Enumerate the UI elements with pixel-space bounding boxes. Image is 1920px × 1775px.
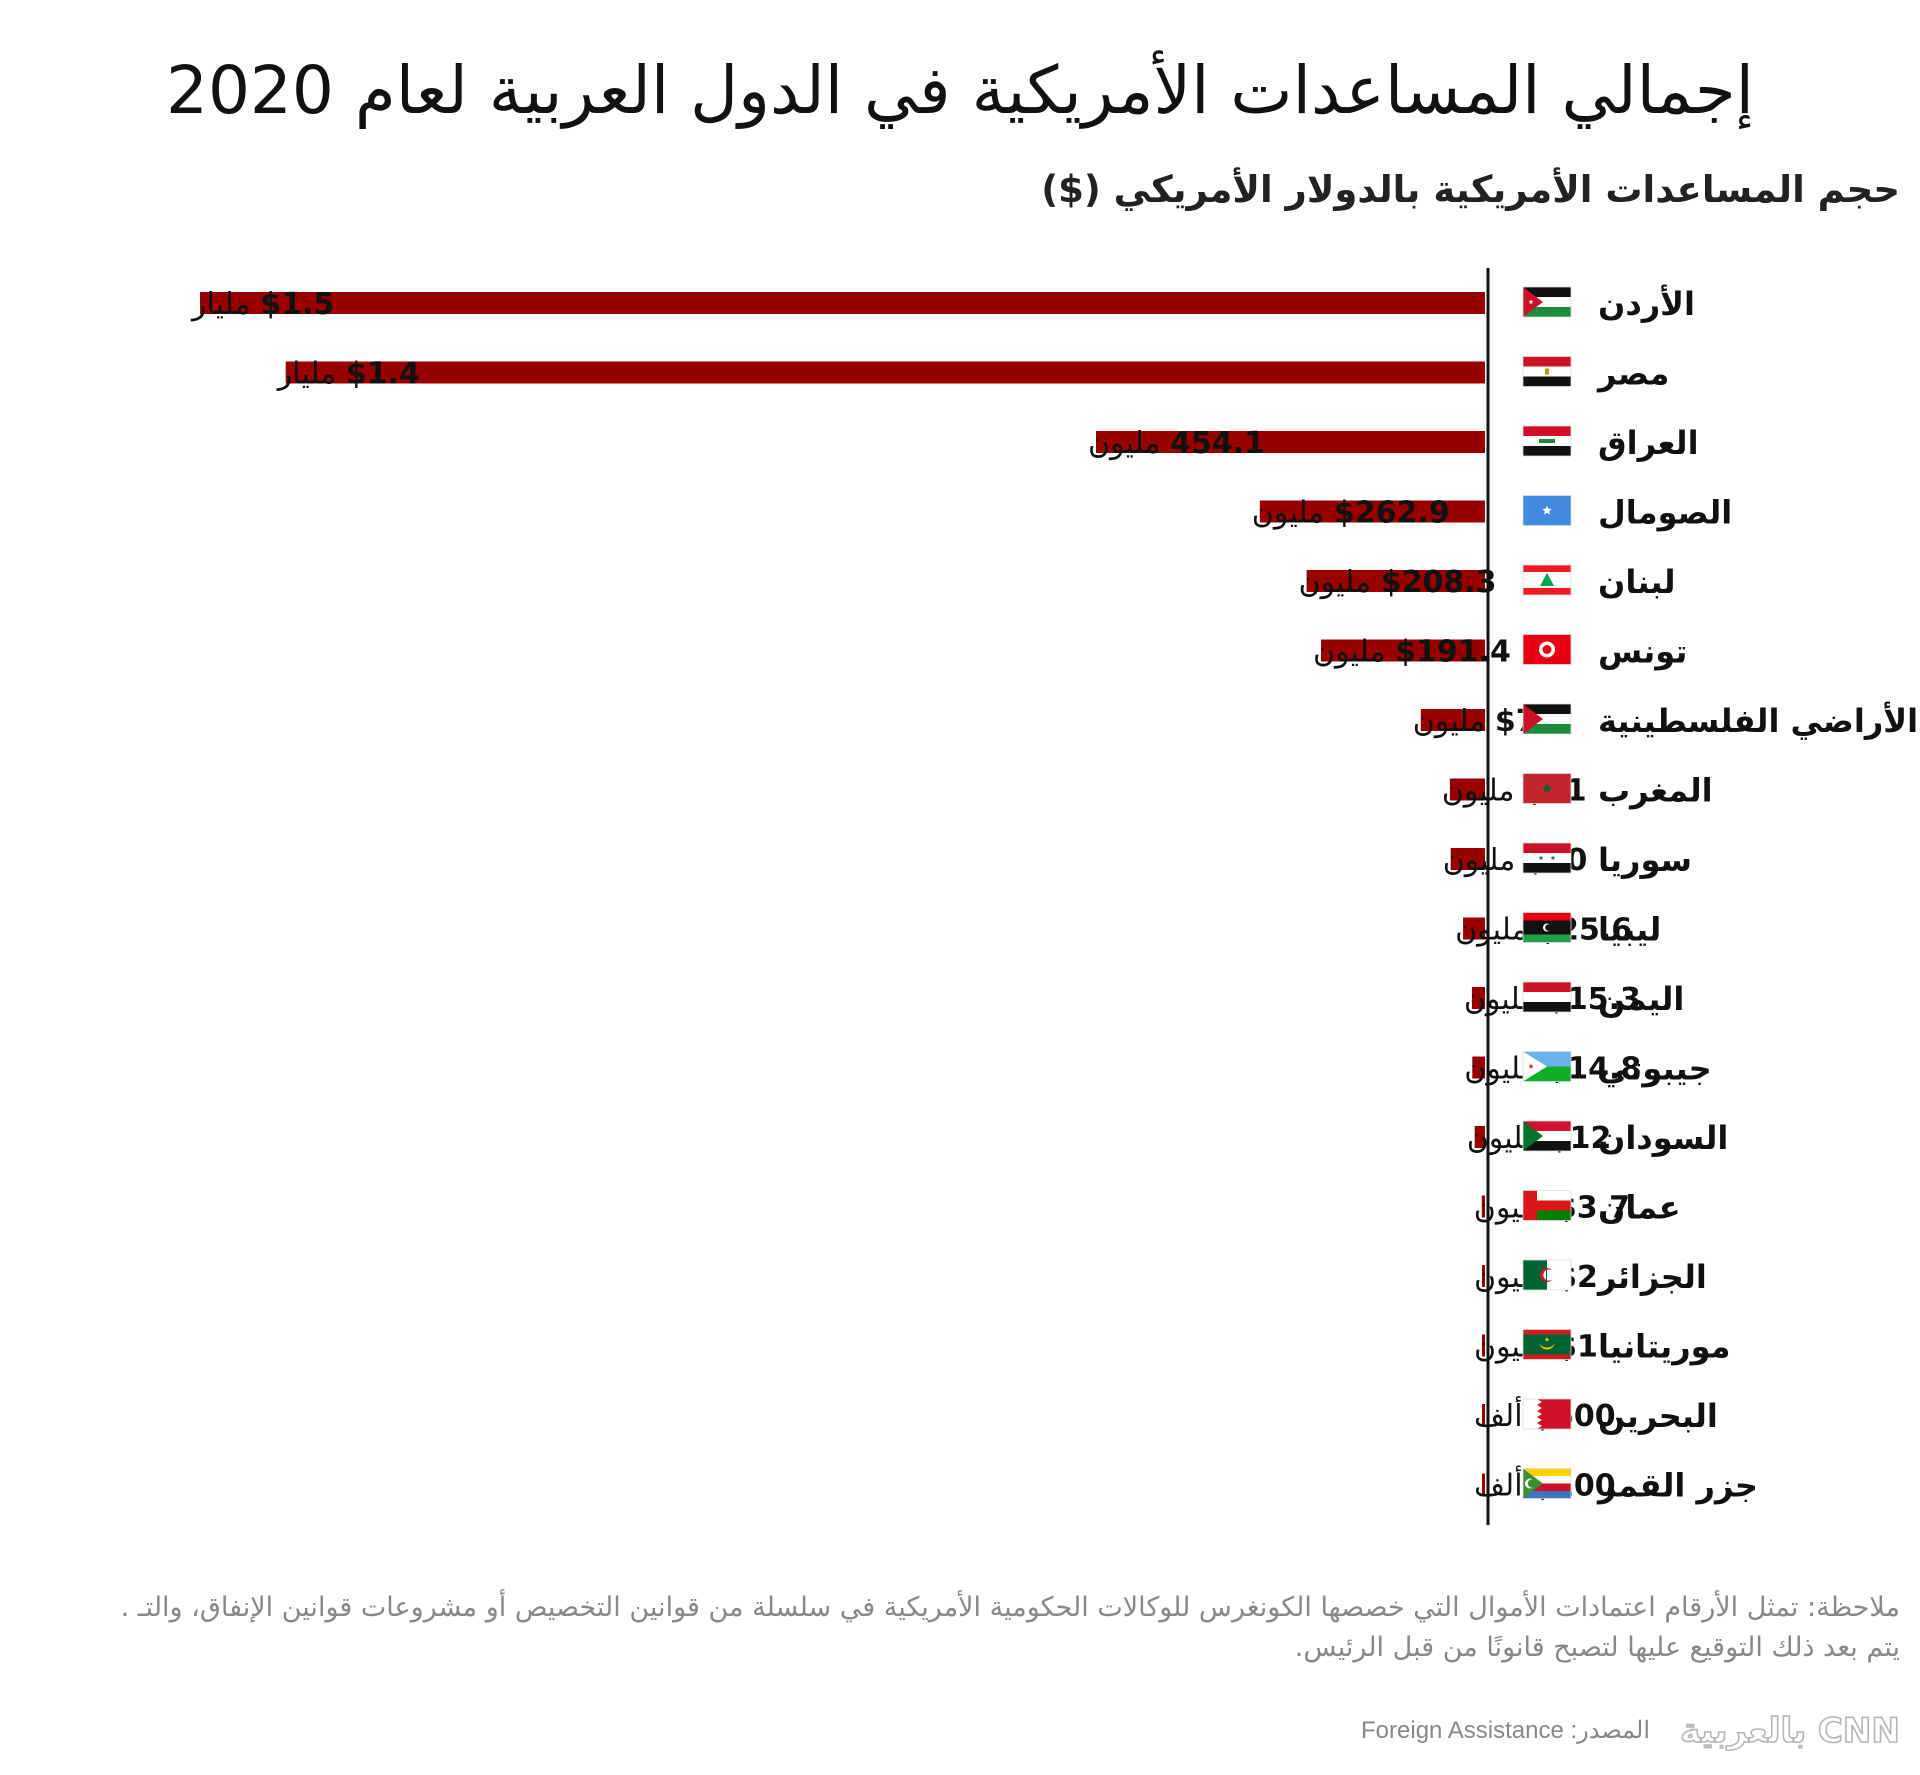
logo-text: بالعربية CNN <box>1680 1711 1900 1751</box>
bar-11 <box>1472 1056 1485 1079</box>
country-label-16: البحرين <box>1598 1397 1718 1435</box>
country-label-15: موريتانيا <box>1598 1328 1730 1366</box>
libya-flag-icon <box>1522 912 1572 943</box>
bar-9 <box>1463 917 1485 940</box>
oman-flag-icon <box>1522 1190 1572 1221</box>
value-unit-3: مليون <box>1252 496 1334 531</box>
country-label-17: جزر القمر <box>1596 1467 1758 1505</box>
value-unit-5: مليون <box>1313 635 1395 670</box>
chart-subtitle: حجم المساعدات الأمريكية بالدولار الأمريك… <box>1041 168 1900 211</box>
value-unit-16: ألف <box>1474 1395 1532 1434</box>
country-label-7: المغرب <box>1598 772 1713 810</box>
value-unit-0: مليار <box>190 287 260 322</box>
algeria-flag-icon <box>1522 1259 1572 1291</box>
country-label-14: الجزائر <box>1596 1258 1707 1296</box>
country-label-1: مصر <box>1596 355 1669 393</box>
value-label-1: $1.4 مليار <box>276 357 420 392</box>
country-label-2: العراق <box>1598 424 1699 462</box>
value-amount-5: $191.4 <box>1395 635 1511 670</box>
value-label-3: $262.9 مليون <box>1252 496 1450 531</box>
value-label-0: $1.5 مليار <box>190 287 334 322</box>
lebanon-flag-icon <box>1522 564 1572 596</box>
country-label-4: لبنان <box>1598 563 1675 601</box>
footnote-line-2: يتم بعد ذلك التوقيع عليها لتصبح قانونًا … <box>1294 1632 1900 1663</box>
mauritania-flag-icon <box>1522 1329 1572 1360</box>
bar-6 <box>1420 709 1486 731</box>
bar-7 <box>1449 778 1485 801</box>
country-label-8: سوريا <box>1598 841 1692 879</box>
palestine-flag-icon <box>1522 703 1572 735</box>
country-label-9: ليبيا <box>1598 911 1661 949</box>
source-label: المصدر: Foreign Assistance <box>1361 1717 1650 1744</box>
value-unit-6: مليون <box>1413 704 1495 739</box>
value-label-2: 454.1 مليون <box>1088 426 1265 461</box>
value-amount-3: $262.9 <box>1334 496 1450 531</box>
country-label-11: جيبوتي <box>1598 1050 1712 1088</box>
chart-title: إجمالي المساعدات الأمريكية في الدول العر… <box>165 52 1755 129</box>
value-unit-1: مليار <box>276 357 346 392</box>
country-label-12: السودان <box>1598 1119 1728 1157</box>
bar-17 <box>1482 1473 1485 1496</box>
country-label-13: عمان <box>1598 1189 1681 1227</box>
djibouti-flag-icon <box>1522 1051 1572 1082</box>
country-label-10: اليمن <box>1598 980 1684 1018</box>
bar-0 <box>200 292 1485 314</box>
cnn-arabic-logo: بالعربية CNN <box>1680 1710 1900 1752</box>
bar-4 <box>1306 570 1485 592</box>
iraq-flag-icon <box>1522 425 1572 457</box>
bar-2 <box>1096 431 1485 453</box>
bar-5 <box>1321 639 1485 662</box>
value-unit-2: مليون <box>1088 426 1170 461</box>
sudan-flag-icon <box>1522 1120 1572 1152</box>
bar-10 <box>1471 987 1485 1009</box>
bar-15 <box>1482 1334 1485 1357</box>
tunisia-flag-icon <box>1522 634 1572 665</box>
country-label-0: الأردن <box>1598 284 1695 323</box>
bar-8 <box>1450 848 1485 870</box>
country-label-5: تونس <box>1598 633 1687 671</box>
bar-3 <box>1259 500 1485 523</box>
bar-12 <box>1474 1126 1485 1148</box>
morocco-flag-icon <box>1522 773 1572 804</box>
bar-13 <box>1481 1195 1485 1218</box>
bar-chart: $1.5 مليار الأردن $1.4 مليار مصر 454.1 مليون… <box>190 268 1918 1525</box>
bar-14 <box>1482 1265 1485 1287</box>
bahrain-flag-icon <box>1522 1398 1572 1430</box>
value-unit-4: مليون <box>1299 565 1381 600</box>
value-unit-17: ألف <box>1474 1465 1532 1504</box>
value-unit-8: مليون <box>1443 843 1525 878</box>
syria-flag-icon <box>1522 842 1572 874</box>
bar-1 <box>285 361 1486 384</box>
comoros-flag-icon <box>1522 1468 1572 1499</box>
egypt-flag-icon <box>1522 356 1572 387</box>
value-amount-4: $208.3 <box>1381 565 1497 600</box>
somalia-flag-icon <box>1522 495 1572 526</box>
jordan-flag-icon <box>1522 286 1572 318</box>
value-label-4: $208.3 مليون <box>1299 565 1497 600</box>
value-amount-0: $1.5 <box>260 287 334 322</box>
value-label-5: $191.4 مليون <box>1313 635 1511 670</box>
footnote: ملاحظة: تمثل الأرقام اعتمادات الأموال ال… <box>20 1588 1900 1668</box>
footnote-line-1: ملاحظة: تمثل الأرقام اعتمادات الأموال ال… <box>120 1592 1900 1623</box>
country-label-6: الأراضي الفلسطينية <box>1598 701 1918 740</box>
value-amount-1: $1.4 <box>346 357 420 392</box>
yemen-flag-icon <box>1522 981 1572 1013</box>
value-unit-7: مليون <box>1442 774 1524 809</box>
bar-16 <box>1482 1404 1485 1426</box>
value-amount-2: 454.1 <box>1170 426 1265 461</box>
country-label-3: الصومال <box>1598 494 1732 532</box>
